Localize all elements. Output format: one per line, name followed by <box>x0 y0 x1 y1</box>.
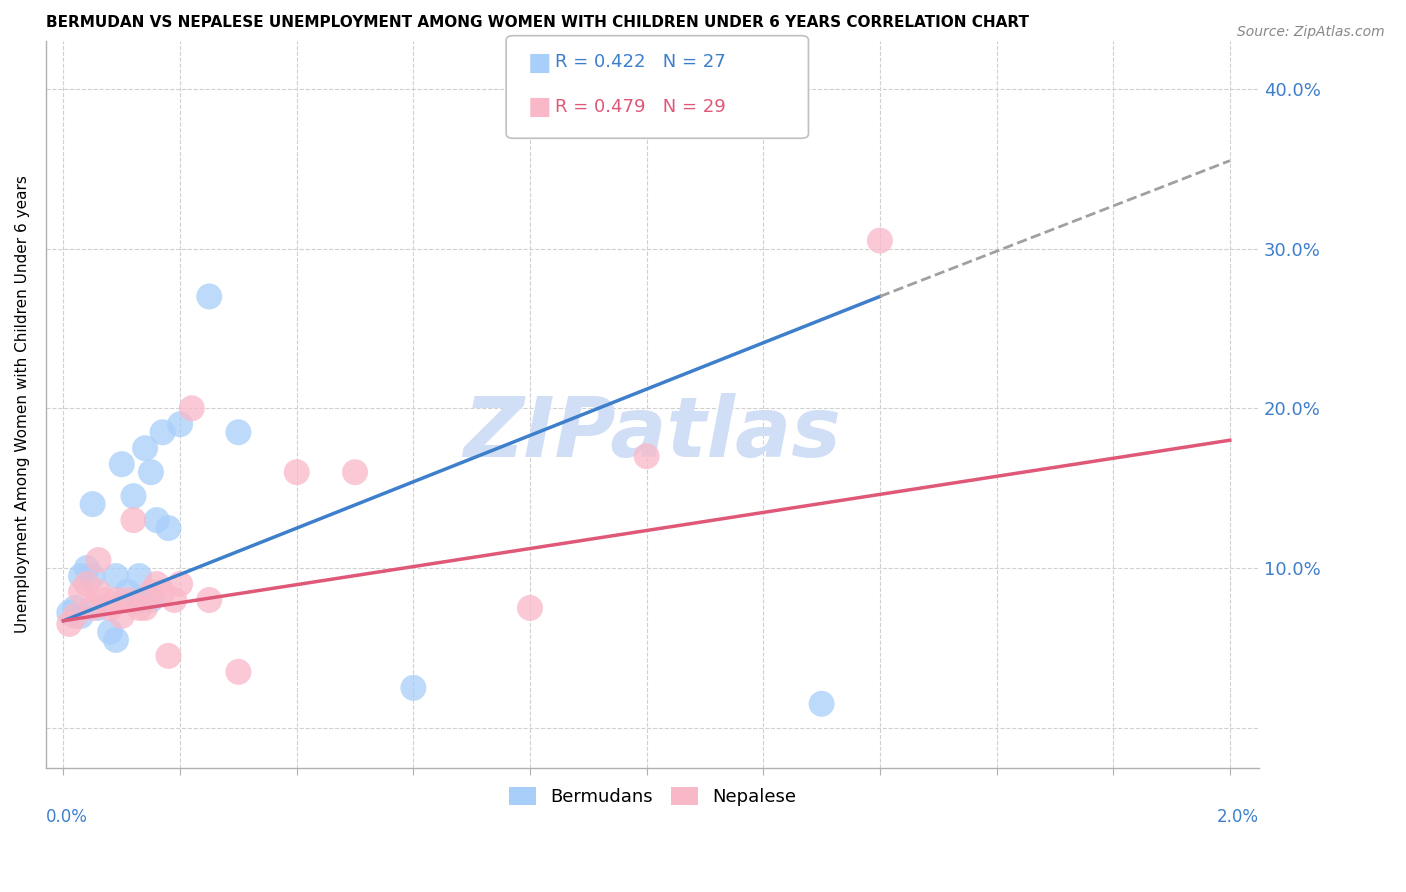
Point <box>344 465 367 479</box>
Point <box>82 569 104 583</box>
Point <box>98 601 121 615</box>
Point <box>117 593 139 607</box>
Point <box>128 593 150 607</box>
Text: BERMUDAN VS NEPALESE UNEMPLOYMENT AMONG WOMEN WITH CHILDREN UNDER 6 YEARS CORREL: BERMUDAN VS NEPALESE UNEMPLOYMENT AMONG … <box>46 15 1029 30</box>
Point <box>63 609 86 624</box>
Point <box>180 401 202 416</box>
Point <box>76 561 98 575</box>
Point <box>70 585 93 599</box>
Point <box>93 593 115 607</box>
Point <box>169 417 191 432</box>
Point <box>157 521 180 535</box>
Point <box>128 569 150 583</box>
Point <box>198 593 221 607</box>
Point <box>157 648 180 663</box>
Point <box>82 497 104 511</box>
Point <box>76 577 98 591</box>
Point <box>146 513 169 527</box>
Point <box>104 632 127 647</box>
Point <box>134 441 156 455</box>
Point <box>98 624 121 639</box>
Point <box>128 601 150 615</box>
Text: ZIPatlas: ZIPatlas <box>464 392 841 474</box>
Point <box>198 289 221 303</box>
Point <box>104 569 127 583</box>
Point <box>82 601 104 615</box>
Point <box>134 601 156 615</box>
Point <box>63 601 86 615</box>
Point <box>104 593 127 607</box>
Y-axis label: Unemployment Among Women with Children Under 6 years: Unemployment Among Women with Children U… <box>15 176 30 633</box>
Point <box>285 465 308 479</box>
Point <box>87 553 110 567</box>
Text: ■: ■ <box>527 95 551 119</box>
Point <box>636 449 658 463</box>
Point <box>152 585 174 599</box>
Text: ■: ■ <box>527 51 551 74</box>
Point <box>139 593 162 607</box>
Point <box>122 513 145 527</box>
Point <box>139 465 162 479</box>
Point <box>58 606 80 620</box>
Point <box>139 585 162 599</box>
Text: R = 0.422   N = 27: R = 0.422 N = 27 <box>555 54 725 71</box>
Point <box>122 489 145 503</box>
Point <box>111 609 134 624</box>
Point <box>146 577 169 591</box>
Point <box>87 585 110 599</box>
Point <box>810 697 832 711</box>
Point <box>228 665 250 679</box>
Point <box>111 457 134 471</box>
Point <box>169 577 191 591</box>
Point <box>87 601 110 615</box>
Point <box>402 681 425 695</box>
Point <box>228 425 250 440</box>
Text: Source: ZipAtlas.com: Source: ZipAtlas.com <box>1237 25 1385 39</box>
Point <box>117 585 139 599</box>
Point <box>163 593 186 607</box>
Point <box>152 425 174 440</box>
Point <box>58 616 80 631</box>
Text: 0.0%: 0.0% <box>46 807 87 826</box>
Legend: Bermudans, Nepalese: Bermudans, Nepalese <box>502 780 804 814</box>
Point <box>869 234 891 248</box>
Point <box>70 569 93 583</box>
Text: 2.0%: 2.0% <box>1218 807 1258 826</box>
Point <box>70 609 93 624</box>
Text: R = 0.479   N = 29: R = 0.479 N = 29 <box>555 98 725 116</box>
Point <box>519 601 541 615</box>
